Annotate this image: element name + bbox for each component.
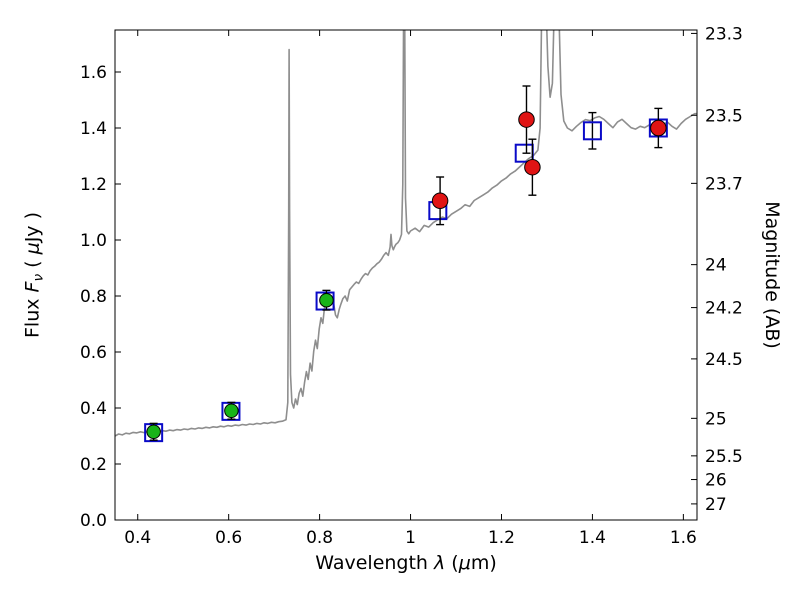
x-tick-label: 0.8	[306, 528, 333, 548]
x-tick-label: 1.6	[670, 528, 697, 548]
observed-photometry-infrared-circle-marker	[524, 158, 541, 176]
observed-photometry-optical-series	[146, 289, 334, 441]
y-left-tick-label: 1.4	[80, 119, 107, 139]
model-spectrum-series	[115, 30, 697, 437]
y-left-tick-label: 0.4	[80, 399, 107, 419]
observed-photometry-infrared-series	[431, 85, 667, 226]
y-left-tick-label: 0.0	[80, 511, 107, 531]
model-photometry-square-marker	[582, 121, 602, 141]
y-right-tick-label: 23.3	[705, 24, 743, 44]
axis-ticks: 0.4 0.6 0.8 1 1.2 1.4 1.6 0.0 0.2 0.4 0.6 0.8 1.0 1.2…	[80, 24, 743, 548]
y-right-tick-label: 24.2	[705, 299, 743, 319]
y-right-tick-label: 25	[705, 409, 727, 429]
x-tick-label: 1	[405, 528, 416, 548]
observed-photometry-optical-circle-marker	[224, 403, 239, 419]
x-axis-label: Wavelength λ (μm)	[315, 552, 497, 574]
x-tick-label: 0.4	[124, 528, 151, 548]
plot-frame	[114, 29, 698, 521]
x-tick-label: 1.4	[579, 528, 606, 548]
y-right-tick-label: 27	[705, 495, 727, 515]
y-left-tick-label: 1.0	[80, 231, 107, 251]
y-left-tick-label: 1.2	[80, 175, 107, 195]
model-spectrum-line	[115, 30, 697, 437]
y-right-tick-label: 23.5	[705, 106, 743, 126]
error-bar	[588, 111, 597, 150]
observed-photometry-infrared-circle-marker	[650, 119, 667, 137]
y-left-tick-label: 0.8	[80, 287, 107, 307]
observed-photometry-infrared-circle-marker	[431, 192, 449, 210]
y-left-tick-label: 0.6	[80, 343, 107, 363]
y-right-tick-label: 24.5	[705, 350, 743, 370]
y-axis-label-left: Flux Fν ( μJy )	[21, 211, 47, 339]
y-right-tick-label: 26	[705, 471, 727, 491]
y-right-tick-label: 23.7	[705, 174, 743, 194]
x-tick-label: 1.2	[488, 528, 515, 548]
y-right-tick-label: 25.5	[705, 447, 743, 467]
observed-photometry-optical-circle-marker	[319, 292, 334, 308]
observed-photometry-optical-circle-marker	[146, 424, 161, 440]
y-left-tick-label: 1.6	[80, 63, 107, 83]
y-right-tick-label: 24	[705, 256, 727, 276]
y-axis-label-right: Magnitude (AB)	[761, 201, 783, 349]
y-left-tick-label: 0.2	[80, 455, 107, 475]
x-tick-label: 0.6	[215, 528, 242, 548]
observed-photometry-infrared-circle-marker	[518, 111, 535, 128]
